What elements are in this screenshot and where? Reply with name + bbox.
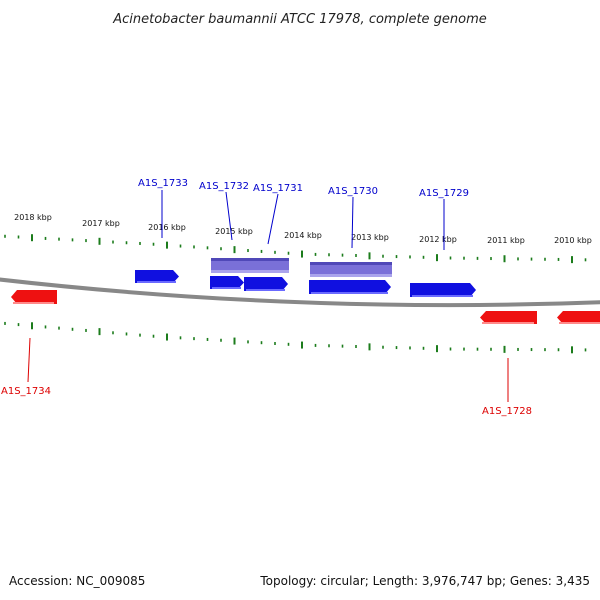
feature-box-edge [310, 262, 392, 265]
gene-label-a1s-1730: A1S_1730 [328, 186, 378, 197]
accession-text: Accession: NC_009085 [9, 574, 146, 588]
gene-label-a1s-1732: A1S_1732 [199, 181, 249, 192]
kbp-label: 2015 kbp [215, 227, 253, 236]
kbp-label: 2010 kbp [554, 236, 592, 245]
feature-box [211, 258, 289, 273]
lower-tick-ring [4, 321, 587, 354]
gene-labels: A1S_1733 A1S_1732 A1S_1731 A1S_1730 A1S_1729… [1, 178, 532, 417]
forward-gene-arrow [244, 277, 288, 291]
feature-box-edge [211, 270, 289, 273]
kbp-label: 2011 kbp [487, 236, 525, 245]
gene-label-a1s-1731: A1S_1731 [253, 183, 303, 194]
forward-gene-arrow [410, 283, 476, 297]
gene-label-a1s-1728: A1S_1728 [482, 406, 532, 417]
gene-track [11, 270, 600, 324]
feature-track [211, 258, 392, 277]
genome-title: Acinetobacter baumannii ATCC 17978, comp… [112, 12, 487, 27]
gene-label-a1s-1733: A1S_1733 [138, 178, 188, 189]
kbp-label: 2016 kbp [148, 223, 186, 232]
kbp-label: 2013 kbp [351, 233, 389, 242]
kbp-label: 2014 kbp [284, 231, 322, 240]
kbp-label: 2012 kbp [419, 235, 457, 244]
feature-box-edge [310, 274, 392, 277]
kbp-label: 2018 kbp [14, 213, 52, 222]
reverse-gene-arrow [480, 311, 537, 324]
leader-line [225, 191, 233, 241]
kbp-label: 2017 kbp [82, 219, 120, 228]
forward-gene-arrow [309, 280, 391, 294]
genome-stats-text: Topology: circular; Length: 3,976,747 bp… [260, 574, 590, 588]
reverse-gene-arrow [11, 290, 57, 304]
gene-label-a1s-1734: A1S_1734 [1, 386, 51, 397]
reverse-gene-arrow [557, 311, 600, 324]
feature-box-edge [211, 258, 289, 261]
leader-line [27, 337, 31, 383]
forward-gene-arrow [135, 270, 179, 283]
position-labels: 2018 kbp 2017 kbp 2016 kbp 2015 kbp 2014 kbp… [14, 213, 592, 245]
gene-label-a1s-1729: A1S_1729 [419, 188, 469, 199]
leader-line [351, 196, 354, 249]
leader-line [267, 193, 279, 245]
feature-box [310, 262, 392, 277]
forward-gene-arrow [210, 276, 244, 289]
upper-tick-ring [4, 234, 587, 264]
genome-backbone [0, 277, 600, 308]
